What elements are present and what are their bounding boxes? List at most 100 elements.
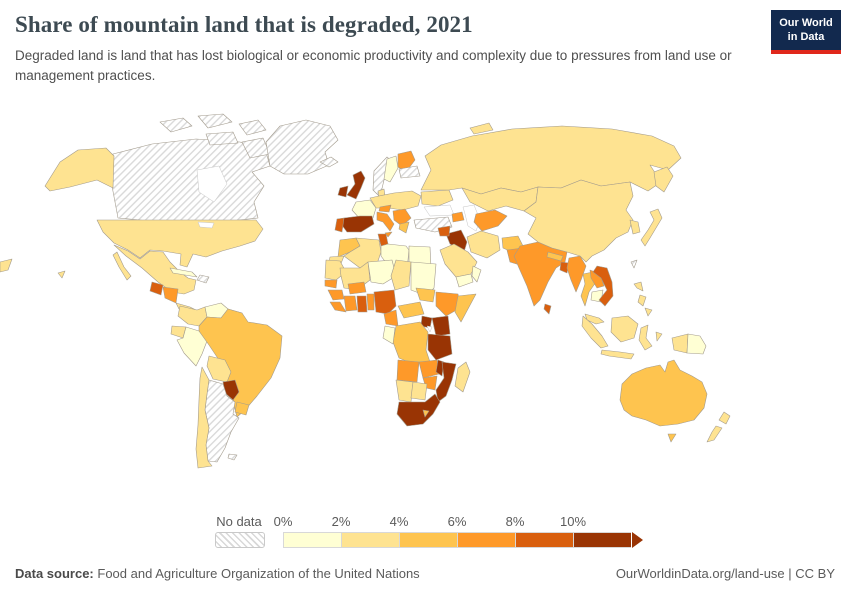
region-chad[interactable] bbox=[390, 259, 412, 291]
region-russia[interactable] bbox=[420, 125, 682, 195]
legend-color-bar[interactable] bbox=[283, 532, 631, 548]
region-togo-benin[interactable] bbox=[366, 293, 375, 311]
region-baja[interactable] bbox=[112, 251, 132, 281]
region-sweden[interactable] bbox=[383, 155, 399, 183]
region-nigeria[interactable] bbox=[373, 289, 397, 315]
region-kenya[interactable] bbox=[431, 315, 451, 337]
region-ireland[interactable] bbox=[337, 185, 349, 198]
region-angola[interactable] bbox=[396, 359, 420, 383]
region-iraq[interactable] bbox=[445, 229, 468, 253]
legend-no-data-swatch[interactable] bbox=[215, 532, 265, 548]
region-sumatra[interactable] bbox=[581, 315, 609, 349]
region-moluccas[interactable] bbox=[655, 331, 663, 342]
region-canada-arctic-4[interactable] bbox=[205, 131, 239, 146]
region-balkans[interactable] bbox=[392, 208, 412, 227]
region-south-sudan[interactable] bbox=[415, 287, 436, 303]
legend-bin-2-4%[interactable] bbox=[342, 533, 400, 547]
region-united-kingdom[interactable] bbox=[346, 170, 366, 200]
region-peru[interactable] bbox=[176, 326, 208, 367]
region-alaska[interactable] bbox=[44, 147, 115, 192]
region-philippines-1[interactable] bbox=[633, 281, 644, 292]
region-caucasus[interactable] bbox=[451, 211, 465, 223]
region-burkina-faso[interactable] bbox=[347, 281, 367, 295]
region-nepal[interactable] bbox=[546, 251, 564, 262]
region-south-africa[interactable] bbox=[396, 393, 441, 427]
region-new-zealand-north[interactable] bbox=[718, 411, 731, 425]
region-portugal[interactable] bbox=[334, 217, 345, 233]
region-greece[interactable] bbox=[398, 221, 410, 234]
region-falkland-islands[interactable] bbox=[227, 453, 238, 461]
region-taiwan[interactable] bbox=[630, 259, 638, 269]
region-zambia[interactable] bbox=[418, 359, 440, 379]
world-map[interactable] bbox=[0, 110, 850, 505]
region-uruguay[interactable] bbox=[234, 401, 250, 416]
region-hispaniola[interactable] bbox=[196, 274, 210, 284]
region-tanzania[interactable] bbox=[427, 333, 453, 361]
region-guinea[interactable] bbox=[327, 289, 345, 301]
region-alps-austria[interactable] bbox=[378, 204, 392, 213]
region-borneo[interactable] bbox=[610, 315, 639, 343]
region-madagascar[interactable] bbox=[454, 361, 471, 393]
region-tasmania[interactable] bbox=[667, 433, 677, 443]
region-gabon-congo[interactable] bbox=[382, 325, 396, 345]
region-namibia[interactable] bbox=[395, 379, 414, 403]
region-canada-arctic-3[interactable] bbox=[238, 119, 267, 136]
legend-bin-6-8%[interactable] bbox=[458, 533, 516, 547]
region-united-states[interactable] bbox=[96, 219, 264, 268]
region-ukraine[interactable] bbox=[420, 189, 454, 207]
region-philippines-2[interactable] bbox=[637, 294, 647, 307]
region-yemen[interactable] bbox=[455, 273, 474, 288]
region-iceland[interactable] bbox=[319, 156, 339, 168]
region-italy[interactable] bbox=[376, 211, 395, 232]
region-mexico[interactable] bbox=[113, 244, 197, 295]
region-sulawesi[interactable] bbox=[638, 324, 653, 351]
region-cote-divoire[interactable] bbox=[343, 295, 358, 312]
region-baltic-states[interactable] bbox=[398, 165, 421, 179]
region-java[interactable] bbox=[600, 349, 635, 360]
region-ethiopia[interactable] bbox=[435, 291, 461, 317]
region-novaya-zemlya[interactable] bbox=[469, 122, 494, 135]
region-canada-arctic-2[interactable] bbox=[197, 113, 233, 129]
region-iran[interactable] bbox=[466, 230, 501, 259]
legend-bin-4-6%[interactable] bbox=[400, 533, 458, 547]
region-india[interactable] bbox=[513, 241, 568, 307]
region-papua-new-guinea[interactable] bbox=[686, 333, 707, 355]
region-finland[interactable] bbox=[397, 150, 416, 173]
region-china[interactable] bbox=[523, 179, 634, 263]
region-chukotka-fragment[interactable] bbox=[0, 258, 13, 273]
region-ghana[interactable] bbox=[356, 295, 368, 313]
region-bangladesh[interactable] bbox=[559, 261, 570, 274]
region-sri-lanka[interactable] bbox=[543, 303, 552, 315]
region-philippines-3[interactable] bbox=[644, 307, 653, 317]
region-canada[interactable] bbox=[111, 138, 271, 223]
region-somalia[interactable] bbox=[454, 293, 477, 323]
region-cuba[interactable] bbox=[169, 267, 198, 278]
region-lesotho[interactable] bbox=[422, 409, 430, 418]
legend-bin-0-2%[interactable] bbox=[284, 533, 342, 547]
region-chile[interactable] bbox=[195, 366, 213, 469]
region-france[interactable] bbox=[351, 199, 377, 221]
region-spain[interactable] bbox=[340, 215, 375, 233]
legend-bin-8-10%[interactable] bbox=[516, 533, 574, 547]
region-vietnam[interactable] bbox=[592, 265, 614, 307]
region-hawaii[interactable] bbox=[57, 270, 66, 279]
owid-url-link[interactable]: OurWorldinData.org/land-use bbox=[615, 566, 785, 581]
region-kamchatka[interactable] bbox=[653, 166, 674, 193]
region-niger[interactable] bbox=[367, 259, 397, 285]
region-sierra-leone-liberia[interactable] bbox=[329, 301, 347, 313]
region-canada-arctic-1[interactable] bbox=[159, 117, 193, 133]
region-oman[interactable] bbox=[471, 265, 482, 283]
region-guatemala[interactable] bbox=[149, 281, 164, 296]
region-uzbekistan-turkmenistan[interactable] bbox=[473, 209, 508, 232]
region-syria[interactable] bbox=[437, 225, 451, 237]
legend-bin-10%+[interactable] bbox=[574, 533, 631, 547]
region-mozambique[interactable] bbox=[435, 361, 457, 403]
region-senegal[interactable] bbox=[324, 279, 338, 289]
region-japan[interactable] bbox=[640, 208, 663, 247]
region-new-guinea-west[interactable] bbox=[671, 333, 689, 354]
region-honduras-nicaragua[interactable] bbox=[162, 286, 179, 304]
region-australia[interactable] bbox=[619, 359, 708, 427]
region-new-zealand-south[interactable] bbox=[706, 425, 723, 443]
region-myanmar[interactable] bbox=[566, 255, 587, 293]
region-drc[interactable] bbox=[392, 321, 431, 365]
